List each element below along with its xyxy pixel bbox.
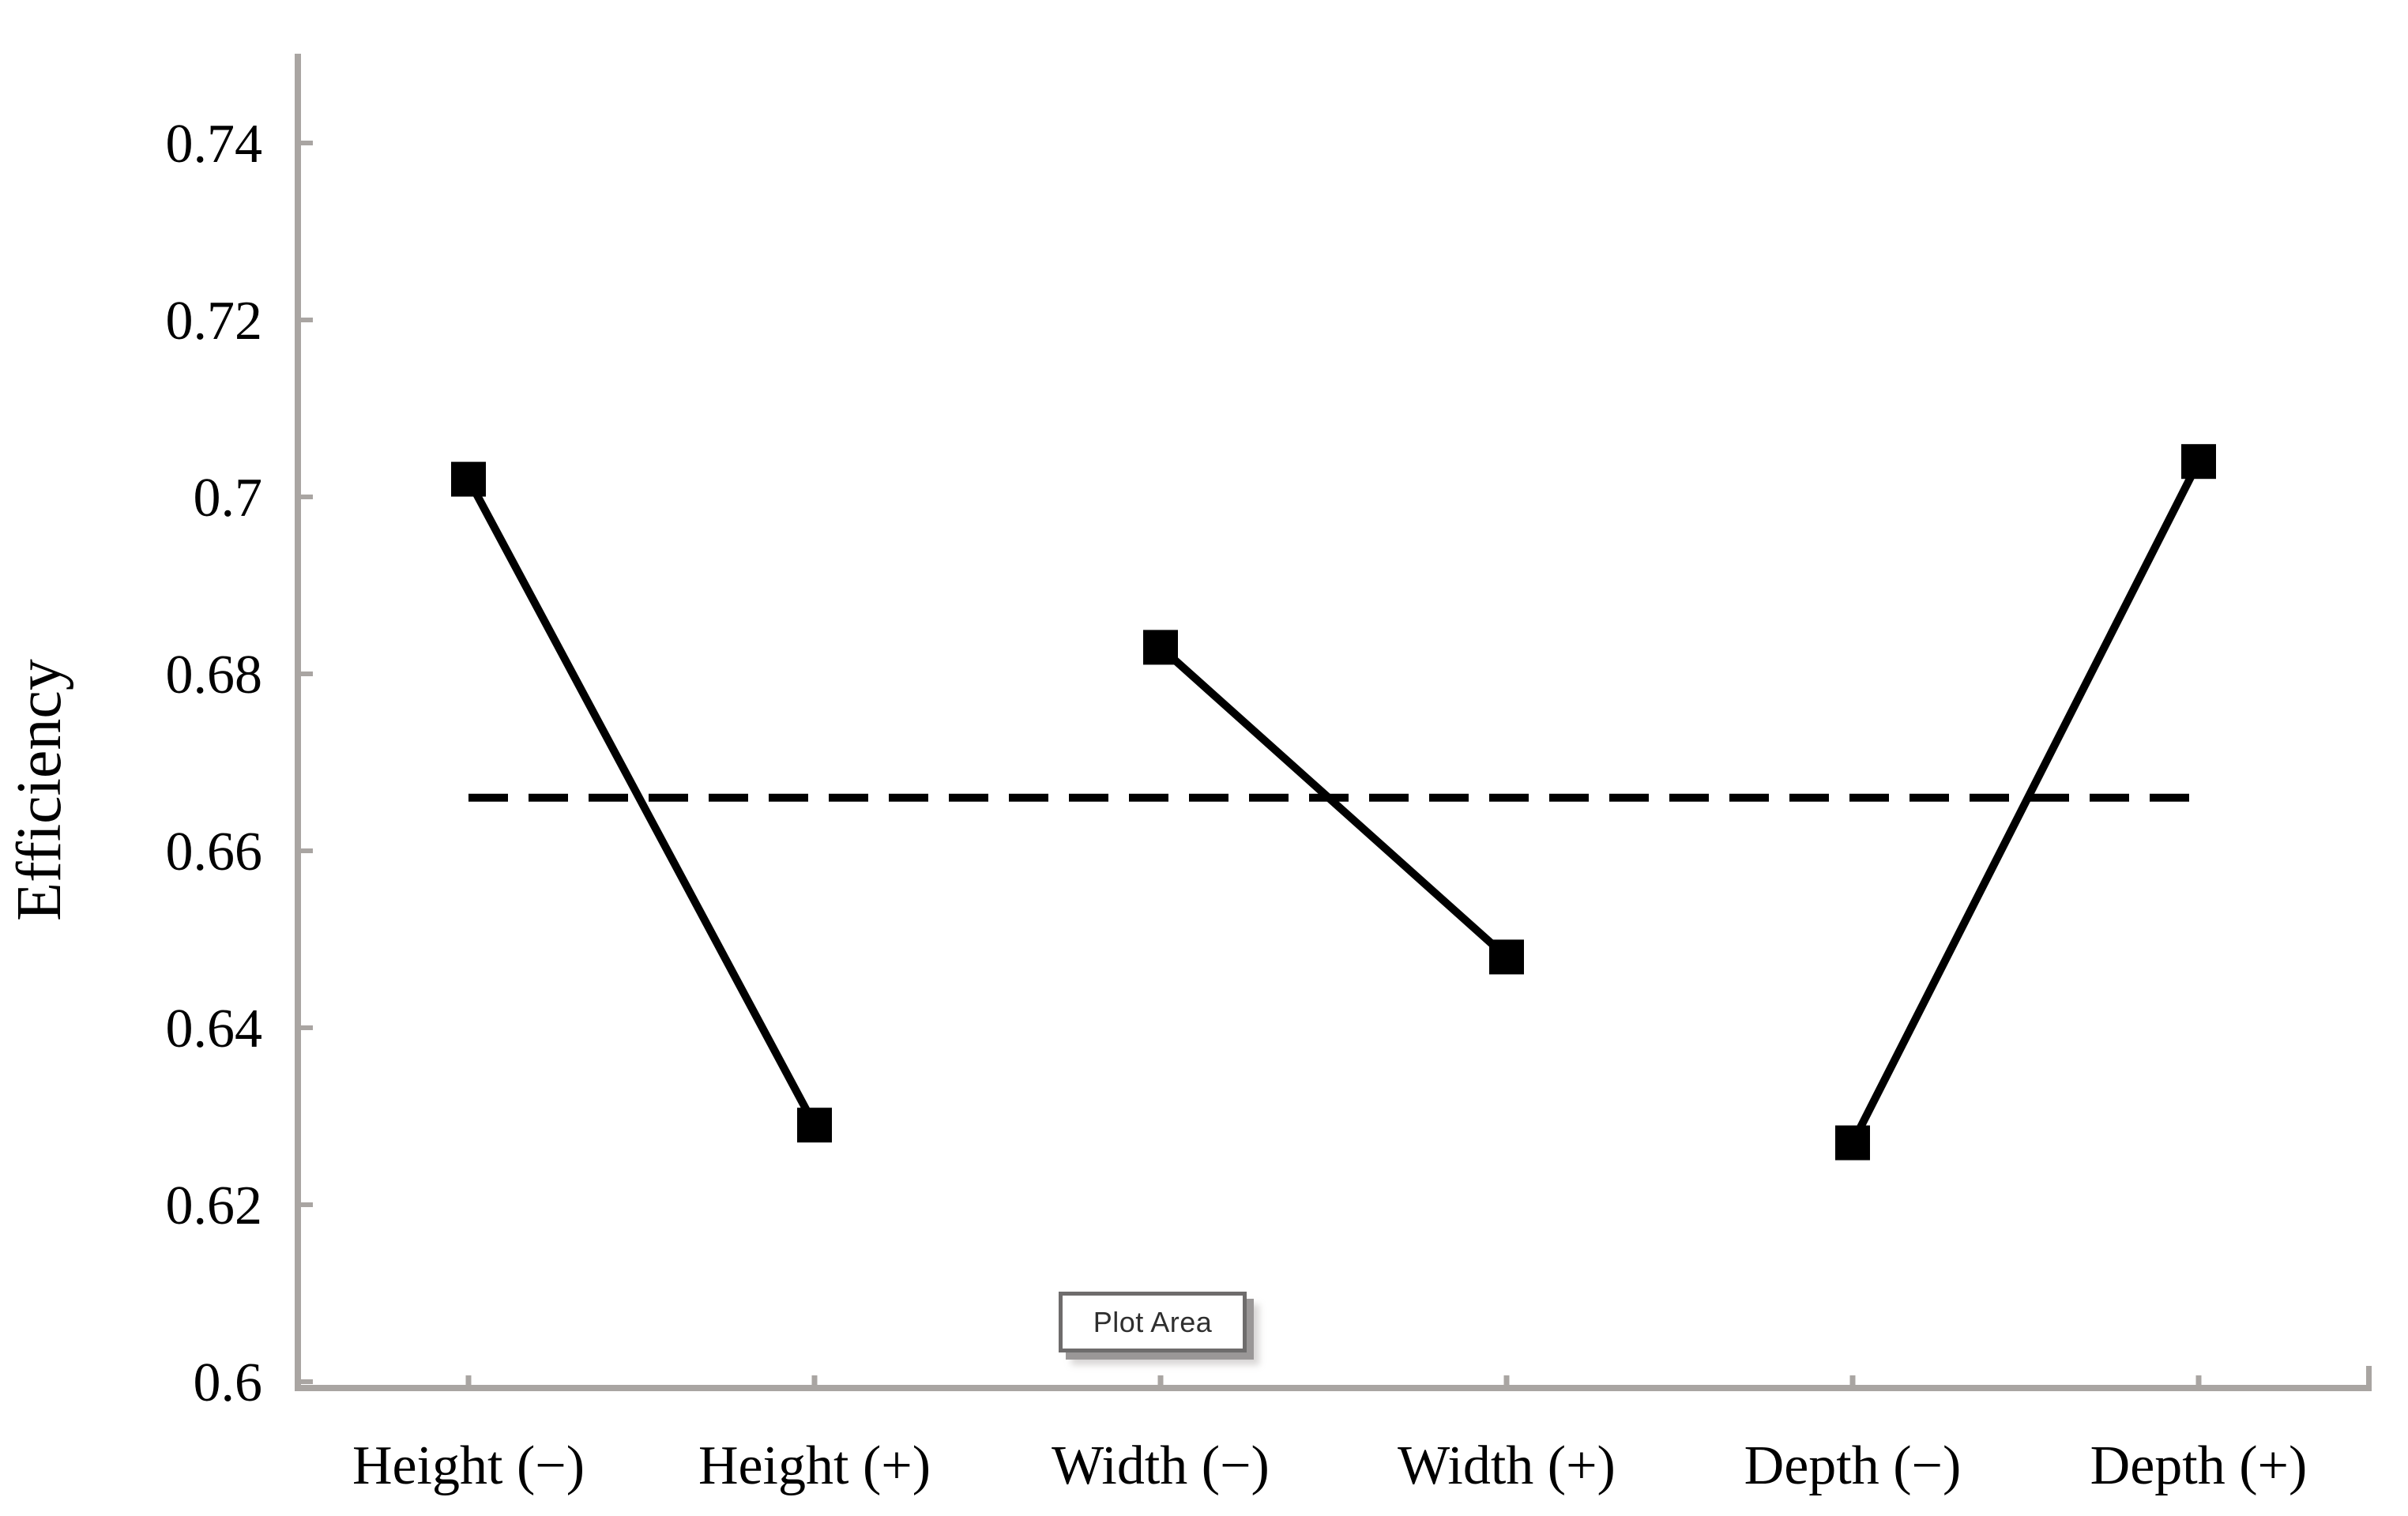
data-point-marker	[1489, 939, 1524, 975]
x-category-label: Width (−)	[1052, 1435, 1270, 1496]
y-tick-label: 0.7	[194, 468, 263, 529]
plot-area-tooltip-label: Plot Area	[1093, 1305, 1213, 1338]
x-axis-tick	[1849, 1375, 1856, 1385]
x-category-label: Height (+)	[698, 1435, 931, 1496]
y-axis-tick	[301, 1025, 313, 1030]
data-point-marker	[1835, 1125, 1870, 1161]
effect-line-segment	[465, 477, 818, 1127]
y-tick-label: 0.62	[166, 1176, 263, 1236]
y-tick-label: 0.74	[166, 114, 263, 175]
x-axis-tick	[465, 1375, 472, 1385]
x-axis-line	[295, 1385, 2372, 1391]
x-category-label: Depth (+)	[2090, 1435, 2308, 1496]
x-category-label: Width (+)	[1398, 1435, 1616, 1496]
effect-line-segment	[1157, 644, 1510, 961]
y-axis-title: Efficiency	[5, 659, 74, 921]
y-axis-tick	[301, 1202, 313, 1207]
y-axis-line	[295, 54, 301, 1391]
data-point-marker	[1143, 630, 1178, 665]
y-tick-label: 0.66	[166, 822, 263, 882]
y-tick-label: 0.72	[166, 291, 263, 352]
x-axis-tick	[2195, 1375, 2202, 1385]
y-axis-tick	[301, 671, 313, 676]
x-axis-tick	[1503, 1375, 1510, 1385]
data-point-marker	[2181, 444, 2216, 480]
y-axis-tick	[301, 848, 313, 853]
x-category-label: Height (−)	[352, 1435, 585, 1496]
y-axis-tick	[301, 1379, 313, 1384]
plot-area-tooltip: Plot Area	[1059, 1292, 1247, 1352]
y-axis-tick	[301, 495, 313, 499]
y-axis-tick	[301, 141, 313, 145]
x-axis-end-tick	[2366, 1366, 2372, 1385]
x-category-label: Depth (−)	[1744, 1435, 1962, 1496]
y-tick-label: 0.68	[166, 645, 263, 705]
effect-line-segment	[1849, 459, 2203, 1145]
y-tick-label: 0.6	[194, 1352, 263, 1413]
y-axis-tick	[301, 318, 313, 322]
data-point-marker	[797, 1108, 832, 1143]
x-axis-tick	[1157, 1375, 1164, 1385]
y-tick-label: 0.64	[166, 999, 263, 1059]
x-axis-tick	[811, 1375, 818, 1385]
data-point-marker	[451, 461, 486, 497]
